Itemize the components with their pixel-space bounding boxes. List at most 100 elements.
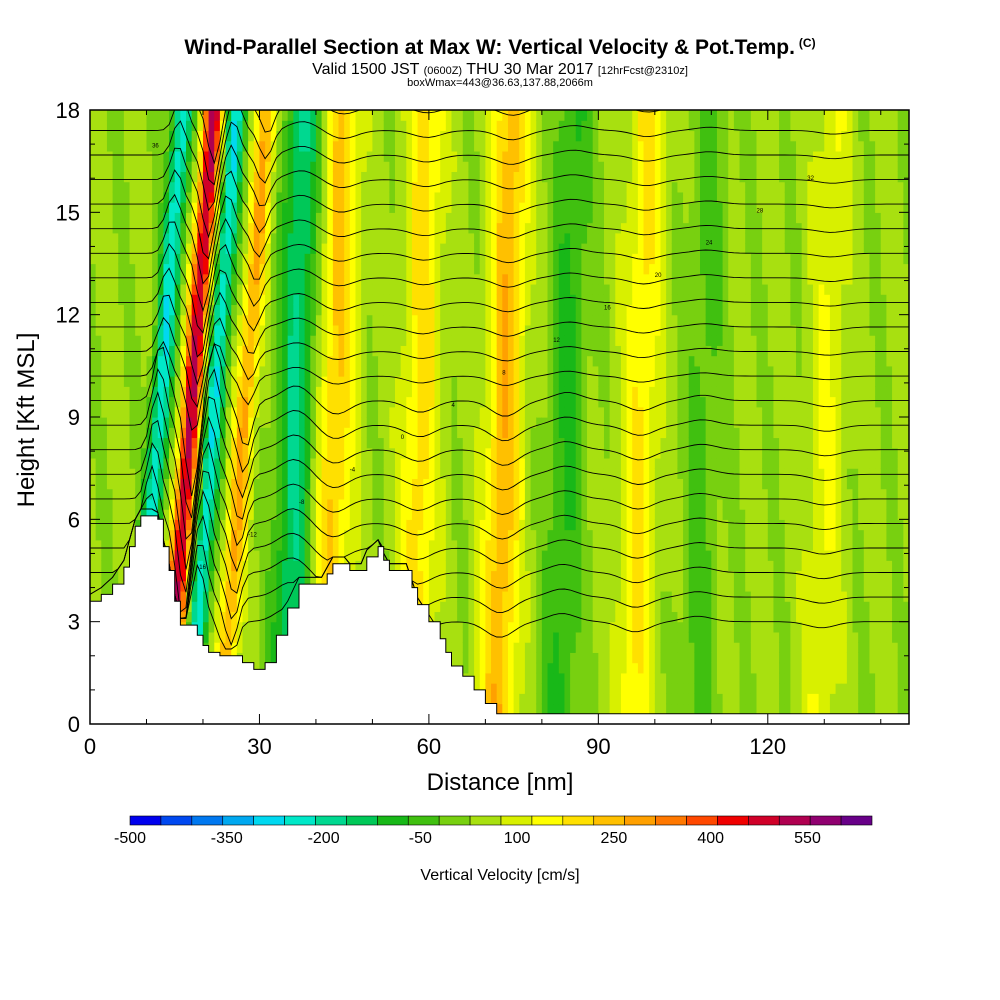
velocity-cell [95,324,102,336]
velocity-cell [174,457,181,469]
velocity-cell [214,120,221,132]
velocity-cell [180,365,187,377]
velocity-cell [479,437,486,449]
velocity-cell [129,140,136,152]
velocity-cell [451,590,458,602]
velocity-cell [541,498,549,510]
velocity-cell [344,386,351,398]
velocity-cell [304,498,311,510]
velocity-cell [474,365,481,377]
velocity-cell [225,376,232,387]
velocity-cell [236,560,244,572]
velocity-cell [310,171,317,183]
velocity-cell [524,150,532,162]
velocity-cell [468,580,475,592]
velocity-cell [349,427,357,439]
velocity-cell [440,550,447,561]
velocity-cell [101,539,108,551]
velocity-cell [140,314,148,326]
velocity-cell [524,683,532,694]
velocity-cell [321,232,328,244]
velocity-cell [462,539,470,551]
velocity-cell [417,120,424,132]
velocity-cell [287,560,294,572]
velocity-cell [491,212,498,224]
velocity-cell [406,263,413,275]
velocity-cell [553,529,560,541]
velocity-cell [400,468,407,479]
velocity-cell [491,478,498,490]
velocity-cell [457,110,464,121]
velocity-cell [457,590,464,602]
velocity-cell [180,570,187,582]
velocity-cell [225,457,232,469]
velocity-cell [536,120,543,132]
velocity-cell [231,539,238,551]
velocity-cell [468,417,475,428]
velocity-cell [293,120,300,132]
velocity-cell [191,376,198,387]
velocity-cell [383,509,390,520]
velocity-cell [242,140,249,152]
velocity-cell [321,396,328,408]
velocity-cell [344,120,351,132]
velocity-cell [389,355,396,367]
velocity-cell [157,457,165,469]
velocity-cell [507,324,515,336]
velocity-cell [474,621,481,633]
velocity-cell [118,376,125,387]
velocity-cell [248,417,255,428]
velocity-cell [344,406,351,418]
velocity-cell [231,376,238,387]
velocity-cell [485,335,492,346]
velocity-cell [468,355,475,367]
velocity-cell [265,150,272,162]
velocity-cell [344,222,351,234]
velocity-cell [310,550,317,561]
velocity-cell [468,468,475,479]
velocity-cell [310,509,317,520]
velocity-cell [270,601,277,613]
velocity-cell [270,539,277,551]
velocity-cell [474,427,481,439]
velocity-cell [163,488,170,500]
velocity-cell [485,314,492,326]
velocity-cell [434,202,441,213]
velocity-cell [287,171,294,183]
velocity-cell [180,294,187,306]
velocity-cell [553,212,560,224]
velocity-cell [395,222,402,234]
velocity-cell [440,294,447,306]
velocity-cell [491,652,498,664]
velocity-cell [327,529,334,541]
velocity-cell [457,539,464,551]
velocity-cell [265,304,272,316]
velocity-cell [530,120,537,132]
velocity-cell [355,181,362,193]
velocity-cell [123,509,131,520]
velocity-cell [282,294,289,306]
velocity-cell [417,222,424,234]
velocity-cell [389,550,396,561]
velocity-cell [428,611,436,623]
velocity-cell [553,693,560,705]
velocity-cell [282,519,289,531]
velocity-cell [547,693,554,705]
velocity-cell [474,509,481,520]
velocity-cell [383,263,390,275]
velocity-cell [411,396,419,408]
velocity-cell [524,253,532,265]
velocity-cell [496,232,503,244]
velocity-cell [157,202,165,213]
velocity-cell [298,376,306,387]
velocity-cell [95,560,102,572]
velocity-cell [169,427,176,439]
velocity-cell [445,150,453,162]
velocity-cell [372,324,379,336]
velocity-cell [174,560,181,572]
velocity-cell [361,539,368,551]
velocity-cell [152,130,159,142]
velocity-cell [315,509,323,520]
velocity-cell [530,529,537,541]
velocity-cell [457,560,464,572]
